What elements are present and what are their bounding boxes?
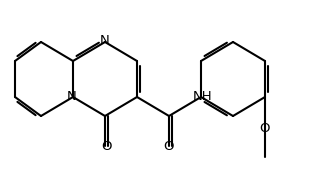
Text: N: N	[100, 35, 110, 47]
Text: NH: NH	[193, 90, 213, 103]
Text: O: O	[164, 140, 174, 152]
Text: N: N	[67, 90, 77, 103]
Text: O: O	[260, 122, 270, 136]
Text: O: O	[101, 140, 111, 152]
